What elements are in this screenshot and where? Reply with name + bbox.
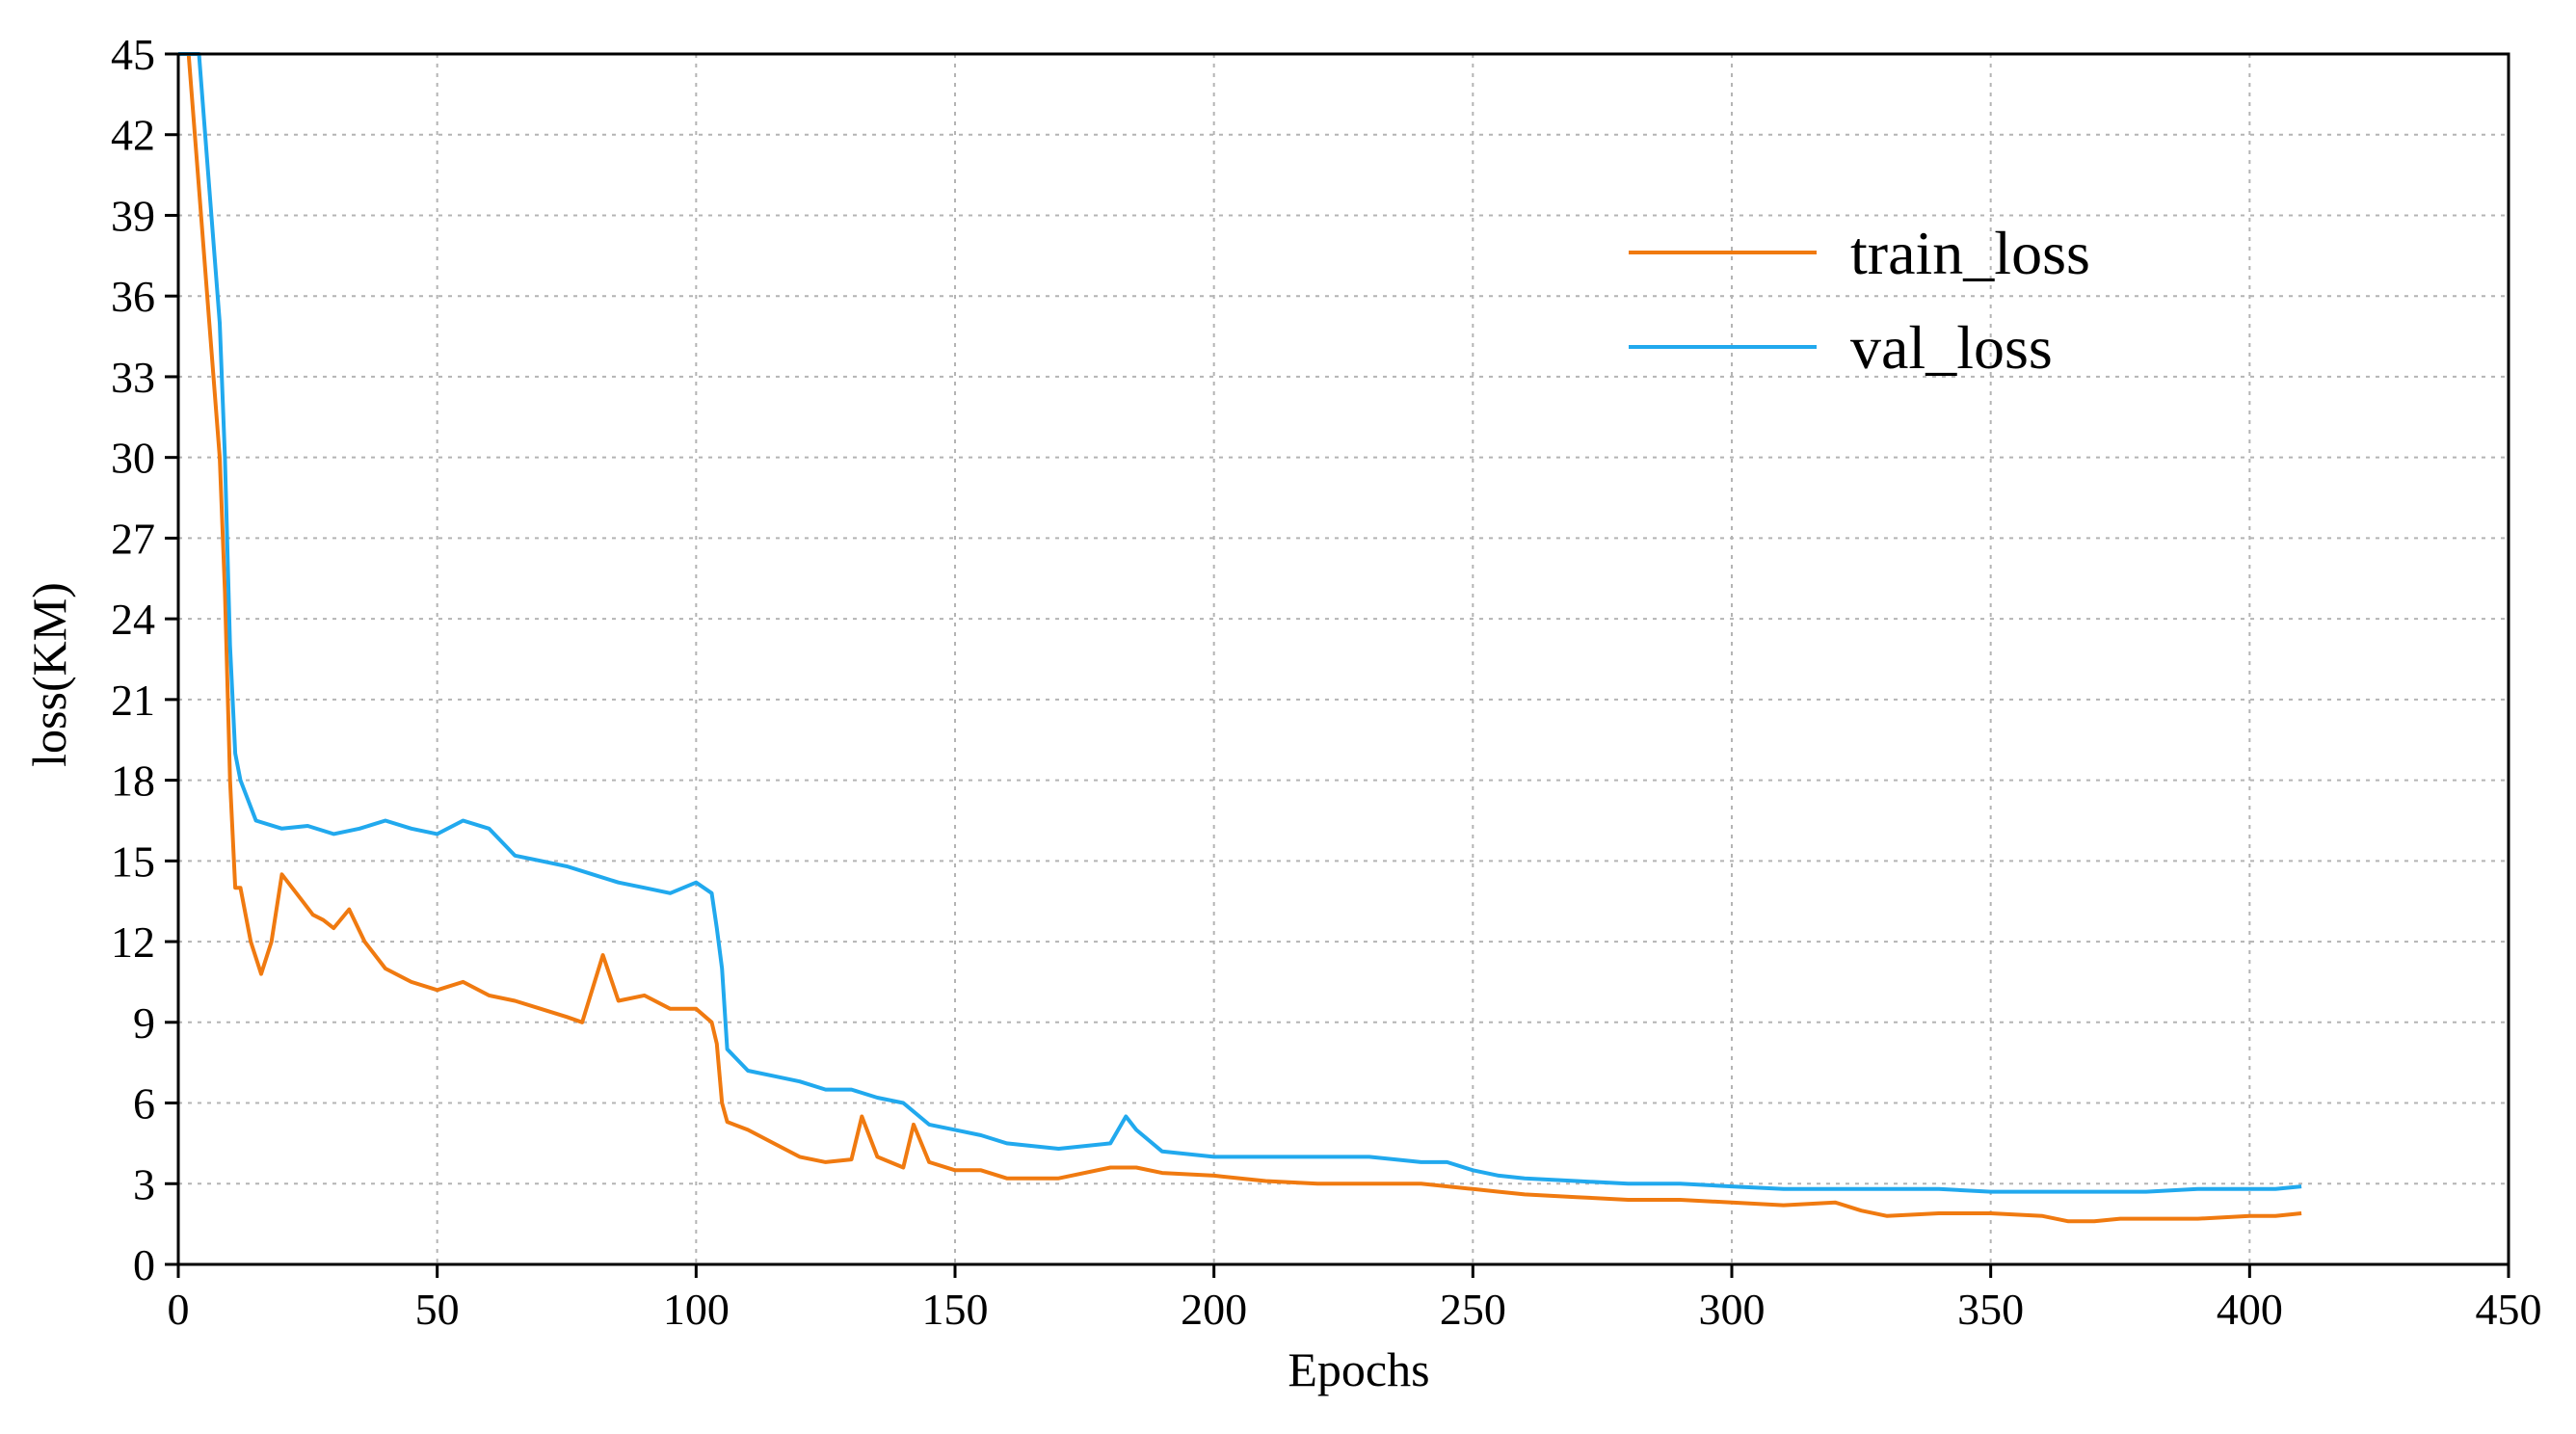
x-tick-label: 50 — [415, 1285, 460, 1334]
y-axis-title: loss(KM) — [22, 582, 76, 767]
y-tick-label: 42 — [111, 111, 155, 160]
y-tick-label: 39 — [111, 191, 155, 240]
x-tick-label: 450 — [2476, 1285, 2542, 1334]
series-group — [178, 52, 2302, 1224]
y-tick-label: 45 — [111, 30, 155, 79]
x-tick-label: 350 — [1957, 1285, 2024, 1334]
y-tick-label: 15 — [111, 836, 155, 886]
y-tick-label: 18 — [111, 757, 155, 806]
x-tick-label: 150 — [922, 1285, 989, 1334]
legend: train_loss val_loss — [1629, 219, 2090, 382]
y-tick-label: 21 — [111, 676, 155, 725]
y-tick-label: 0 — [133, 1240, 155, 1289]
x-tick-label: 400 — [2217, 1285, 2283, 1334]
y-tick-label: 9 — [133, 998, 155, 1048]
x-axis-title: Epochs — [1288, 1342, 1429, 1396]
y-tick-label: 3 — [133, 1159, 155, 1208]
series-line-val-loss — [178, 52, 2302, 1194]
x-tick-label: 0 — [168, 1285, 190, 1334]
y-tick-label: 6 — [133, 1079, 155, 1129]
x-axis-ticks: 0 50 100 150 200 250 300 350 400 450 — [168, 1264, 2542, 1334]
y-tick-label: 36 — [111, 272, 155, 321]
series-line-train-loss — [178, 52, 2302, 1224]
y-tick-label: 30 — [111, 434, 155, 483]
x-tick-label: 200 — [1181, 1285, 1247, 1334]
legend-label-val-loss: val_loss — [1850, 313, 2053, 382]
y-tick-label: 24 — [111, 595, 155, 644]
y-tick-label: 33 — [111, 353, 155, 402]
y-tick-label: 27 — [111, 514, 155, 563]
legend-label-train-loss: train_loss — [1850, 219, 2090, 287]
x-tick-label: 250 — [1440, 1285, 1506, 1334]
x-tick-label: 100 — [663, 1285, 730, 1334]
y-tick-label: 12 — [111, 917, 155, 967]
plot-frame — [176, 52, 2510, 1266]
x-tick-label: 300 — [1699, 1285, 1766, 1334]
